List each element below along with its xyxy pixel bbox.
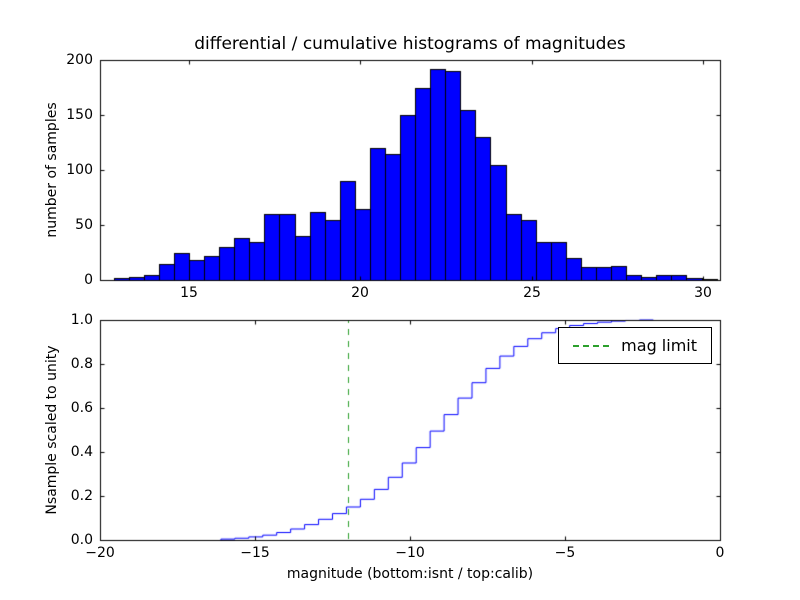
legend-label: mag limit (621, 336, 697, 355)
ytick-label: 1.0 (70, 312, 93, 328)
xtick-label: 15 (180, 285, 198, 301)
ytick-label: 0.6 (70, 400, 93, 416)
xtick-label: 0 (715, 545, 725, 561)
ytick-label: 0 (84, 272, 93, 288)
ytick-label: 0.8 (70, 356, 93, 372)
xtick-label: 20 (351, 285, 369, 301)
ytick-label: 0.2 (70, 488, 93, 504)
ytick-label: 50 (75, 217, 93, 233)
chart-title: differential / cumulative histograms of … (194, 34, 626, 54)
xtick-label: −5 (554, 545, 576, 561)
legend-dashed-line-icon (573, 344, 610, 347)
ytick-label: 0.0 (70, 532, 93, 548)
xtick-label: 25 (523, 285, 541, 301)
bottom-xlabel: magnitude (bottom:isnt / top:calib) (286, 566, 534, 582)
xtick-label: 30 (694, 285, 712, 301)
ytick-label: 100 (66, 162, 93, 178)
ytick-label: 200 (66, 52, 93, 68)
top-ylabel: number of samples (44, 102, 60, 238)
xtick-label: −20 (85, 545, 115, 561)
ytick-label: 0.4 (70, 444, 93, 460)
legend: mag limit (558, 327, 712, 364)
ytick-label: 150 (66, 107, 93, 123)
xtick-label: −10 (395, 545, 425, 561)
bottom-ylabel: Nsample scaled to unity (44, 345, 60, 515)
xtick-label: −15 (240, 545, 270, 561)
